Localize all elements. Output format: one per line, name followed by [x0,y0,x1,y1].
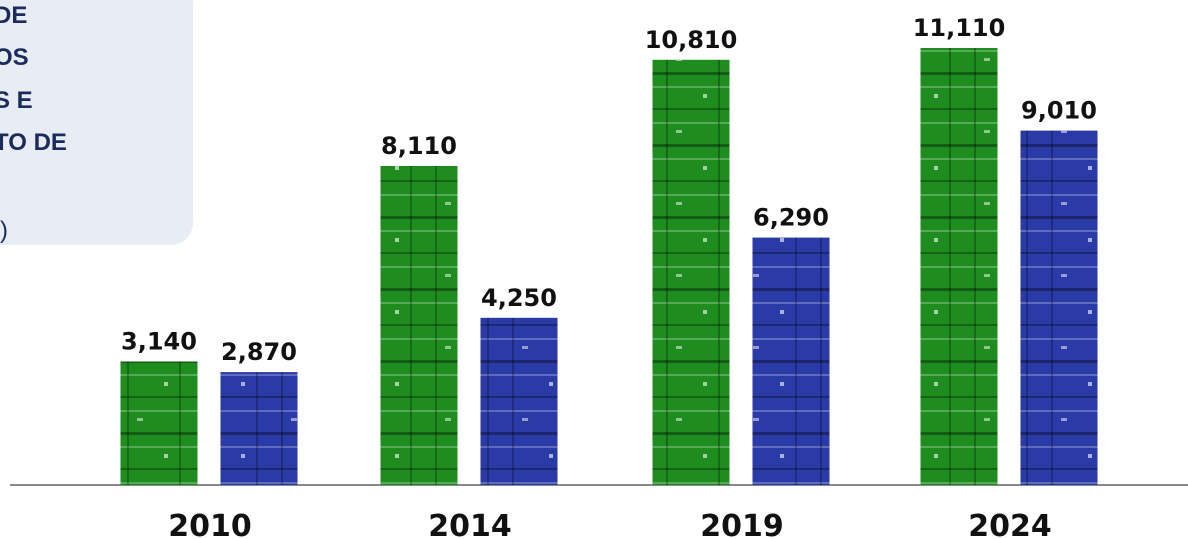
category-label: 2014 [428,509,512,539]
title-line: ) [0,217,8,244]
title-line: OS [0,44,29,71]
value-label: 11,110 [913,14,1006,42]
bar-texture [920,48,998,485]
value-label: 8,110 [381,132,457,160]
bar-texture [380,166,458,485]
title-line: TO DE [0,129,67,156]
value-label: 6,290 [753,204,829,232]
bar-texture [1020,130,1098,485]
bar-texture [120,361,198,485]
bar-texture [652,59,730,486]
title-box [0,0,193,245]
value-label: 2,870 [221,338,297,366]
bar-texture [752,237,830,485]
value-label: 3,140 [121,327,197,355]
bar-texture [220,372,298,485]
category-label: 2010 [168,509,252,539]
value-label: 9,010 [1021,97,1097,125]
title-line: DE [0,2,27,29]
category-label: 2024 [968,509,1052,539]
category-label: 2019 [700,509,784,539]
value-label: 10,810 [645,26,738,54]
title-line: S E [0,87,33,114]
value-label: 4,250 [481,284,557,312]
bar-texture [480,317,558,485]
